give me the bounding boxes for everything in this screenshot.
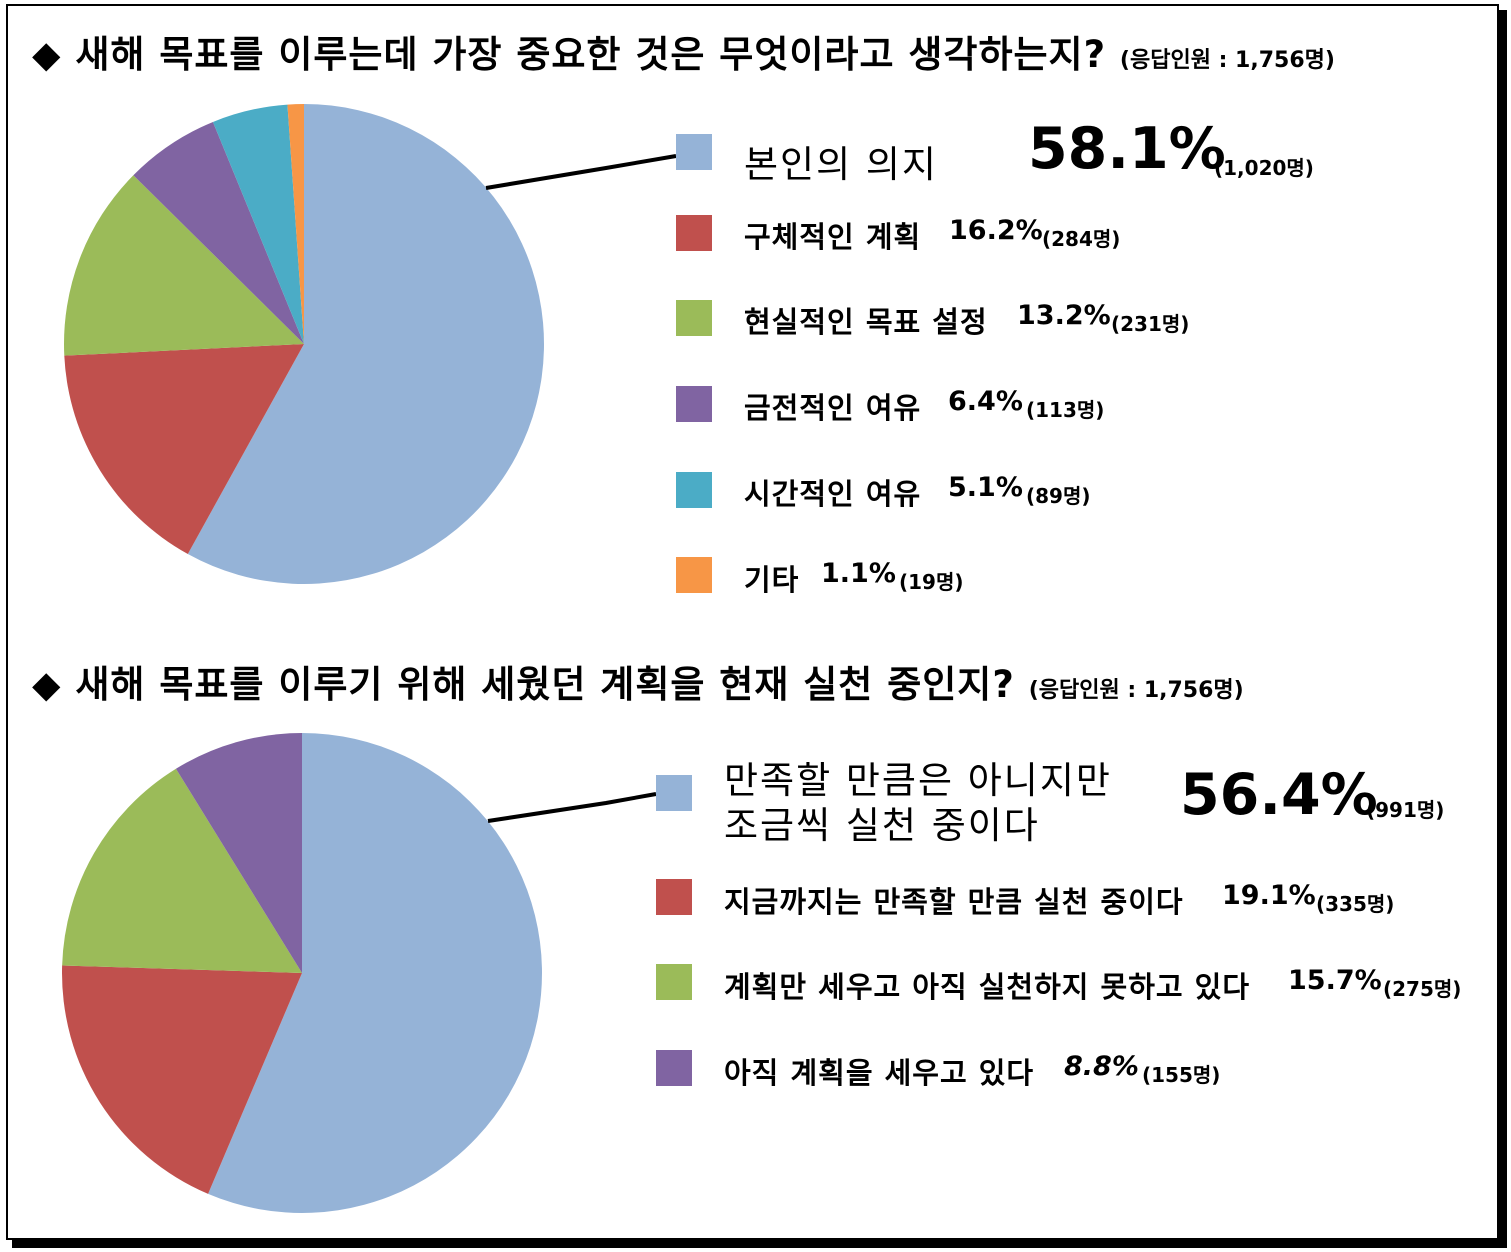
legend-swatch: [676, 386, 712, 422]
pie-slice: [64, 344, 305, 555]
legend-swatch: [676, 472, 712, 508]
legend-label: 아직 계획을 세우고 있다: [724, 1056, 1035, 1090]
legend-count: (991명): [1366, 798, 1445, 822]
pie-slice: [187, 104, 544, 584]
pie-slice: [133, 121, 304, 344]
legend-percent: 56.4%: [1180, 762, 1378, 828]
chart1-title: 새해 목표를 이루는데 가장 중요한 것은 무엇이라고 생각하는지?: [75, 33, 1107, 76]
legend-percent: 6.4%: [948, 386, 1023, 417]
legend-swatch: [656, 964, 692, 1000]
legend-label: 기타: [744, 563, 800, 597]
pie-slice: [62, 768, 303, 973]
legend-count: (1,020명): [1214, 156, 1314, 180]
legend-swatch: [676, 215, 712, 251]
legend-swatch: [656, 879, 692, 915]
legend-swatch: [656, 775, 692, 811]
pie-slice: [212, 104, 304, 344]
legend-label: 구체적인 계획: [744, 220, 922, 254]
legend-swatch: [656, 1050, 692, 1086]
legend-count: (19명): [899, 570, 964, 594]
legend-percent: 5.1%: [948, 472, 1023, 503]
pie-slice: [175, 733, 302, 973]
leader-line: [487, 792, 657, 823]
chart1-title-row: ◆ 새해 목표를 이루는데 가장 중요한 것은 무엇이라고 생각하는지? (응답…: [32, 24, 1335, 78]
card-shadow-bottom: [12, 1240, 1507, 1248]
legend-percent: 15.7%: [1288, 965, 1382, 996]
chart2-respondents: (응답인원 : 1,756명): [1028, 678, 1244, 703]
legend-count: (335명): [1316, 892, 1395, 916]
pie-slice: [287, 104, 304, 344]
legend-percent: 1.1%: [821, 558, 896, 589]
legend-count: (89명): [1026, 484, 1091, 508]
legend-label-line1: 만족할 만큼은 아니지만: [724, 759, 1112, 802]
legend-count: (231명): [1111, 312, 1190, 336]
leader-line: [485, 154, 677, 190]
legend-label: 금전적인 여유: [744, 391, 922, 425]
chart1-pie: [63, 104, 677, 584]
chart2-pie: [62, 733, 657, 1213]
chart2-title: 새해 목표를 이루기 위해 세웠던 계획을 현재 실천 중인지?: [75, 663, 1015, 706]
card-shadow-right: [1499, 10, 1507, 1246]
legend-swatch: [676, 134, 712, 170]
legend-swatch: [676, 557, 712, 593]
legend-label: 계획만 세우고 아직 실천하지 못하고 있다: [724, 970, 1251, 1004]
pie-slice: [62, 965, 302, 1194]
legend-percent: 16.2%: [949, 215, 1043, 246]
diamond-bullet-icon: ◆: [32, 33, 62, 76]
legend-count: (155명): [1142, 1063, 1221, 1087]
legend-label-line2: 조금씩 실천 중이다: [724, 804, 1040, 847]
legend-percent: 8.8%: [1064, 1051, 1139, 1082]
legend-label: 현실적인 목표 설정: [744, 305, 988, 339]
legend-swatch: [676, 300, 712, 336]
legend-percent: 58.1%: [1028, 116, 1226, 182]
chart2-title-row: ◆ 새해 목표를 이루기 위해 세웠던 계획을 현재 실천 중인지? (응답인원…: [32, 654, 1244, 708]
pie-slice: [63, 175, 304, 356]
legend-percent: 19.1%: [1222, 880, 1316, 911]
chart1-respondents: (응답인원 : 1,756명): [1119, 48, 1335, 73]
legend-label: 본인의 의지: [744, 143, 938, 186]
diamond-bullet-icon: ◆: [32, 663, 62, 706]
legend-label: 시간적인 여유: [744, 477, 922, 511]
legend-label: 지금까지는 만족할 만큼 실천 중이다: [724, 885, 1184, 919]
legend-percent: 13.2%: [1017, 300, 1111, 331]
pie-slice: [208, 733, 542, 1213]
legend-count: (284명): [1042, 227, 1121, 251]
legend-count: (113명): [1026, 398, 1105, 422]
legend-count: (275명): [1383, 977, 1462, 1001]
